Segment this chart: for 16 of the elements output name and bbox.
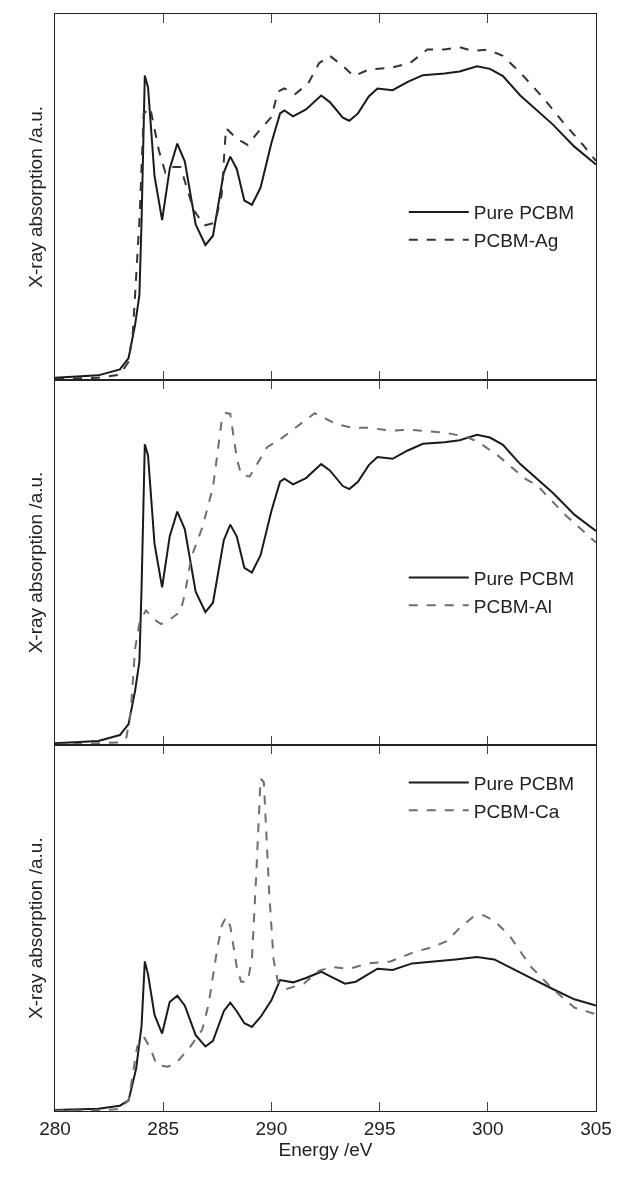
legend-label: PCBM-Ca (473, 800, 560, 822)
x-tick-label: 300 (471, 1117, 504, 1139)
y-axis-title: X-ray absorption /a.u. (24, 837, 46, 1019)
x-tick-label: 290 (255, 1117, 288, 1139)
x-tick-label: 280 (39, 1117, 71, 1139)
y-axis-title: X-ray absorption /a.u. (24, 471, 46, 654)
legend-label: Pure PCBM (473, 568, 575, 590)
y-axis-title: X-ray absorption /a.u. (24, 106, 46, 288)
x-tick-label: 305 (580, 1117, 612, 1139)
x-tick-label: 285 (147, 1117, 180, 1139)
legend-label: PCBM-Ag (473, 230, 559, 252)
x-tick-label: 295 (363, 1117, 396, 1139)
legend-label: PCBM-Al (473, 595, 552, 617)
legend-label: Pure PCBM (473, 772, 575, 794)
legend-label: Pure PCBM (473, 202, 575, 224)
x-axis-title: Energy /eV (278, 1138, 373, 1160)
